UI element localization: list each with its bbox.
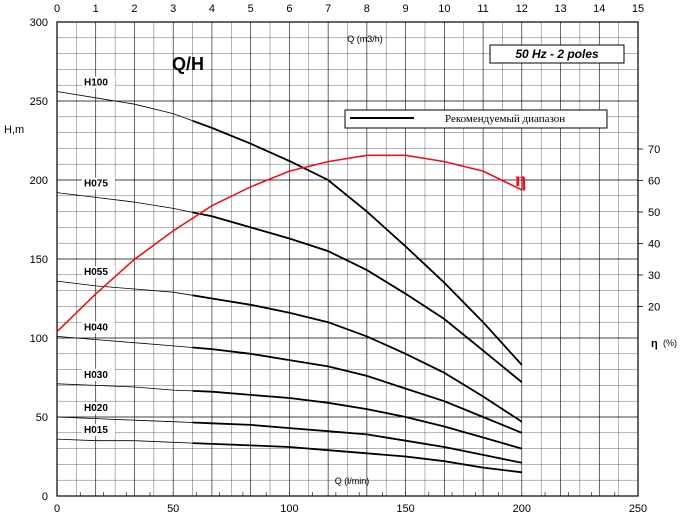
eta-tick-label: 60 [648, 176, 660, 188]
x-top-tick-label: 4 [209, 3, 215, 15]
curve-h100-full [56, 91, 193, 122]
curve-h055-recommended [192, 294, 523, 423]
y-axis-label: H,m [4, 124, 24, 136]
series-label-bg [82, 368, 115, 381]
curve-h015-recommended [192, 442, 522, 474]
x-top-axis-label: Q (m3/h) [347, 34, 383, 44]
x-top-tick-label: 6 [286, 3, 292, 15]
legend-box [344, 109, 608, 129]
efficiency-curve [56, 154, 523, 333]
chart-title: Q/H [172, 54, 204, 74]
y-tick-label: 0 [42, 491, 48, 503]
series-label-bg [82, 266, 115, 279]
series-label-h055: H055 [84, 267, 108, 278]
x-top-tick-label: 12 [516, 3, 528, 15]
series-label-h075: H075 [84, 179, 108, 190]
curve-h040-full [56, 336, 193, 348]
curve-h030-recommended [192, 390, 523, 450]
x-bottom-tick-label: 150 [396, 503, 414, 515]
x-top-tick-label: 5 [248, 3, 254, 15]
x-top-tick-label: 11 [477, 3, 488, 15]
frequency-badge: 50 Hz - 2 poles [515, 47, 599, 61]
eta-tick-label: 30 [648, 270, 660, 282]
y-tick-label: 300 [30, 17, 48, 29]
y-tick-label: 150 [30, 254, 48, 266]
curve-h030-full [56, 383, 193, 392]
curve-h015-full [56, 438, 193, 444]
badge-box [489, 44, 625, 64]
x-top-tick-label: 9 [403, 3, 409, 15]
efficiency-curve-group [56, 154, 523, 333]
y-tick-label: 100 [30, 333, 48, 345]
eta-tick-label: 20 [648, 302, 660, 314]
x-top-tick-label: 8 [364, 3, 370, 15]
tick-labels: 0 1 2 3 4 5 6 7 8 9 10 11 12 13 14 150 50 100 150 200 250050… [30, 3, 648, 515]
x-top-tick-label: 15 [632, 3, 644, 15]
series-label-h015: H015 [84, 425, 108, 436]
x-top-tick-label: 14 [593, 3, 605, 15]
x-top-tick-label: 1 [93, 3, 99, 15]
series-label-bg [82, 424, 115, 437]
eta-tick-label: 70 [648, 144, 660, 156]
curve-h055-full [56, 280, 193, 296]
curve-h100-recommended [192, 119, 523, 366]
series-label-h100: H100 [84, 78, 108, 89]
x-top-tick-label: 3 [170, 3, 176, 15]
x-bottom-tick-label: 100 [280, 503, 298, 515]
series-label-bg [82, 321, 115, 334]
efficiency-curve-label: η [515, 169, 526, 191]
head-curves: H100 H075 H055 H040 H030 H020 H015 [56, 76, 523, 474]
curve-h020-recommended [192, 421, 522, 464]
legend-text: Рекомендуемый диапазон [445, 113, 565, 125]
series-label-h030: H030 [84, 370, 108, 381]
series-label-bg [82, 177, 115, 190]
x-bottom-axis-label: Q (l/min) [335, 476, 370, 486]
series-label-bg [82, 402, 115, 414]
x-top-tick-label: 13 [554, 3, 566, 15]
series-label-h020: H020 [84, 403, 108, 414]
eta-axis: 20 30 40 50 60 70 [638, 144, 660, 314]
curve-h075-full [56, 192, 193, 213]
series-label-bg [82, 76, 115, 89]
y-tick-label: 50 [36, 412, 48, 424]
grid [56, 21, 639, 497]
series-label-h040: H040 [84, 322, 108, 333]
y-tick-label: 250 [30, 96, 48, 108]
eta-axis-label: η [651, 338, 658, 350]
x-bottom-tick-label: 50 [167, 503, 179, 515]
curve-h075-recommended [192, 211, 523, 383]
curve-h020-full [56, 416, 193, 423]
x-top-tick-label: 10 [438, 3, 450, 15]
x-bottom-tick-label: 250 [629, 503, 647, 515]
curve-h040-recommended [192, 346, 523, 434]
eta-tick-label: 50 [648, 207, 660, 219]
y-tick-label: 200 [30, 175, 48, 187]
x-top-tick-label: 7 [325, 3, 331, 15]
x-top-tick-label: 2 [131, 3, 137, 15]
x-top-tick-label: 0 [54, 3, 60, 15]
x-bottom-tick-label: 0 [54, 503, 60, 515]
eta-tick-label: 40 [648, 239, 660, 251]
x-bottom-tick-label: 200 [513, 503, 531, 515]
eta-axis-unit: (%) [663, 338, 677, 348]
